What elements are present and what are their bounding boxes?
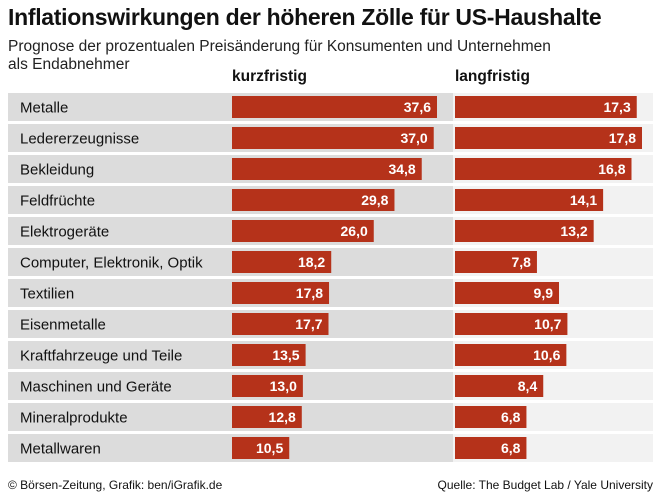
data-label-kurzfristig: 34,8 (388, 161, 415, 177)
bar-langfristig (455, 437, 527, 459)
category-label: Eisenmetalle (20, 317, 106, 334)
data-label-kurzfristig: 37,6 (404, 99, 431, 115)
chart-subtitle: Prognose der prozentualen Preisänderung … (8, 38, 551, 73)
bar-kurzfristig (232, 220, 374, 242)
chart-title: Inflationswirkungen der höheren Zölle fü… (8, 4, 602, 30)
row-band-left (8, 279, 453, 307)
data-label-langfristig: 7,8 (511, 254, 531, 270)
data-label-langfristig: 6,8 (501, 409, 521, 425)
bar-langfristig (455, 189, 604, 211)
data-label-kurzfristig: 29,8 (361, 192, 388, 208)
row-band-left (8, 372, 453, 400)
bar-langfristig (455, 220, 594, 242)
category-label: Elektrogeräte (20, 224, 109, 241)
row-band-left (8, 434, 453, 462)
data-label-kurzfristig: 26,0 (341, 223, 368, 239)
data-label-kurzfristig: 17,7 (295, 316, 322, 332)
category-label: Feldfrüchte (20, 193, 95, 210)
category-label: Ledererzeugnisse (20, 131, 139, 148)
bar-langfristig (455, 127, 642, 149)
row-band-left (8, 217, 453, 245)
row-band-left (8, 403, 453, 431)
bar-kurzfristig (232, 158, 422, 180)
bar-kurzfristig (232, 344, 306, 366)
data-label-langfristig: 9,9 (534, 285, 554, 301)
bar-langfristig (455, 282, 560, 304)
data-label-kurzfristig: 12,8 (269, 409, 296, 425)
category-label: Metalle (20, 100, 68, 117)
row-band-left (8, 341, 453, 369)
bar-kurzfristig (232, 375, 303, 397)
data-label-kurzfristig: 17,8 (296, 285, 323, 301)
data-label-langfristig: 8,4 (518, 378, 538, 394)
bar-langfristig (455, 251, 537, 273)
row-band-left (8, 248, 453, 276)
data-label-kurzfristig: 37,0 (400, 130, 427, 146)
data-label-kurzfristig: 13,0 (270, 378, 297, 394)
data-label-langfristig: 10,7 (534, 316, 561, 332)
bar-kurzfristig (232, 251, 332, 273)
source-note: Quelle: The Budget Lab / Yale University (437, 478, 653, 492)
category-label: Bekleidung (20, 162, 94, 179)
category-label: Textilien (20, 286, 74, 303)
bar-langfristig (455, 344, 567, 366)
category-label: Maschinen und Geräte (20, 379, 172, 396)
data-label-langfristig: 14,1 (570, 192, 597, 208)
data-label-langfristig: 16,8 (598, 161, 625, 177)
data-label-kurzfristig: 10,5 (256, 440, 283, 456)
data-label-langfristig: 17,8 (609, 130, 636, 146)
data-label-langfristig: 10,6 (533, 347, 560, 363)
column-header-langfristig: langfristig (455, 68, 530, 85)
category-label: Metallwaren (20, 441, 101, 458)
data-label-langfristig: 6,8 (501, 440, 521, 456)
bar-langfristig (455, 375, 544, 397)
copyright-credit: © Börsen-Zeitung, Grafik: ben/iGrafik.de (8, 478, 223, 492)
bar-kurzfristig (232, 406, 302, 428)
bar-kurzfristig (232, 189, 395, 211)
bar-langfristig (455, 96, 637, 118)
bar-kurzfristig (232, 282, 330, 304)
bar-kurzfristig (232, 313, 329, 335)
bar-langfristig (455, 313, 568, 335)
data-label-kurzfristig: 13,5 (272, 347, 299, 363)
row-band-left (8, 310, 453, 338)
bar-kurzfristig (232, 437, 290, 459)
data-label-kurzfristig: 18,2 (298, 254, 325, 270)
bar-langfristig (455, 158, 632, 180)
data-label-langfristig: 17,3 (603, 99, 630, 115)
category-label: Computer, Elektronik, Optik (20, 255, 203, 272)
bar-langfristig (455, 406, 527, 428)
column-header-kurzfristig: kurzfristig (232, 68, 307, 85)
bar-kurzfristig (232, 96, 437, 118)
data-label-langfristig: 13,2 (560, 223, 587, 239)
category-label: Mineralprodukte (20, 410, 128, 427)
bar-kurzfristig (232, 127, 434, 149)
category-label: Kraftfahrzeuge und Teile (20, 348, 182, 365)
